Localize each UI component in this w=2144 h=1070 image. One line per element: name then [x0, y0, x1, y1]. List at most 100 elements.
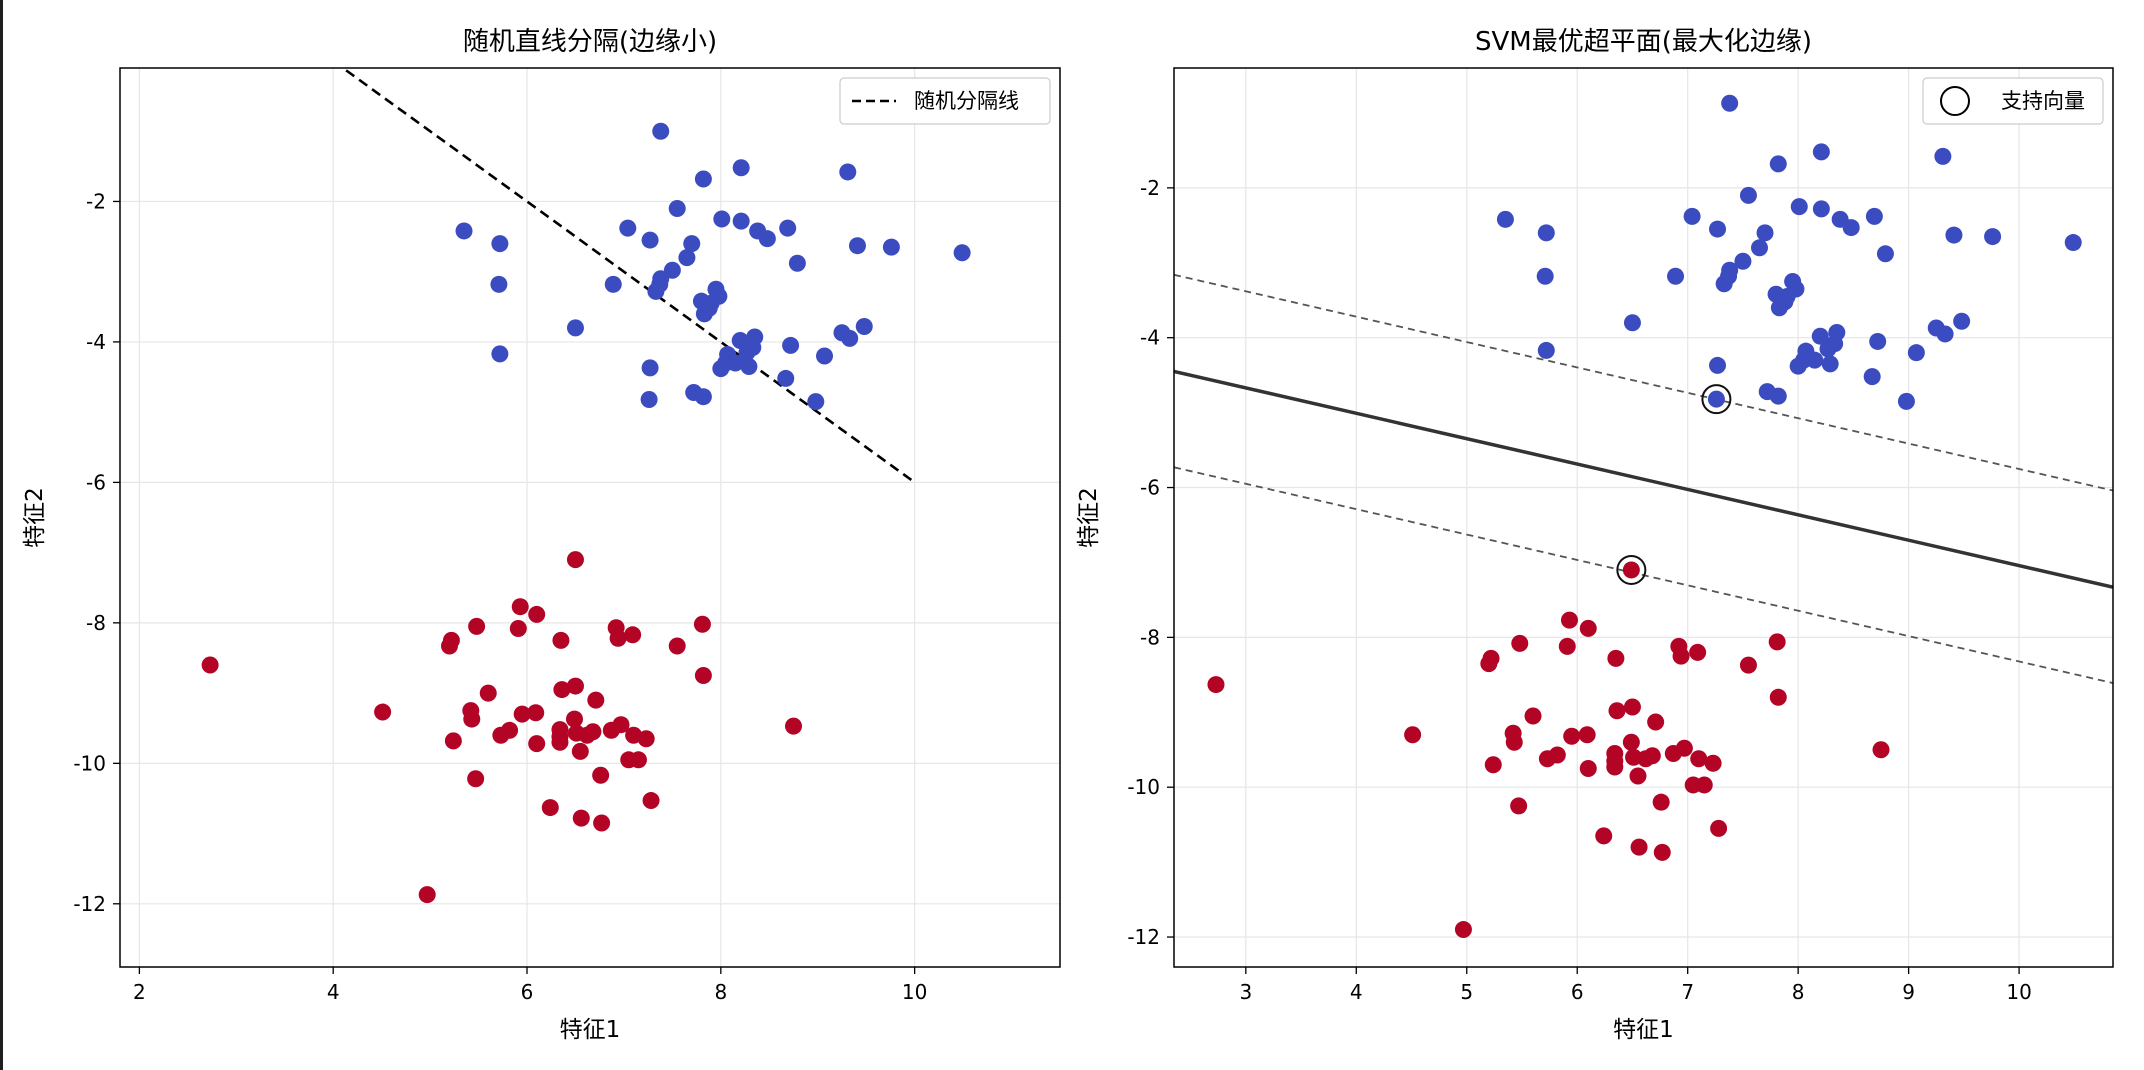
left-class-0-point — [777, 369, 795, 387]
left-class-1-point — [668, 637, 686, 655]
left-class-0-point — [491, 345, 509, 363]
right-class-0-point — [1876, 245, 1894, 263]
right-class-1-point — [1538, 750, 1556, 768]
right-class-1-point — [1511, 634, 1529, 652]
right-class-1-point — [1652, 793, 1670, 811]
right-class-0-point — [1811, 327, 1829, 345]
right-y-tick-label: -8 — [1140, 625, 1160, 649]
right-class-1-point — [1505, 733, 1523, 751]
right-class-1-point — [1607, 649, 1625, 667]
right-y-axis-label: 特征2 — [1076, 487, 1102, 548]
right-class-0-point — [1623, 314, 1641, 332]
left-class-0-point — [455, 222, 473, 240]
right-class-1-point — [1558, 637, 1576, 655]
left-class-0-point — [807, 393, 825, 411]
right-grid — [1174, 68, 2113, 967]
right-class-1-point — [1630, 838, 1648, 856]
left-x-tick-label: 6 — [521, 980, 534, 1004]
right-class-0-point — [1897, 392, 1915, 410]
right-y-ticks: -2 -4 -6 -8 -10 -12 — [1127, 176, 1174, 949]
right-class-1-point — [1454, 921, 1472, 939]
left-class-0-point — [641, 359, 659, 377]
right-class-0-point — [1770, 299, 1788, 317]
left-class-0-point — [848, 237, 866, 255]
right-margin-upper-line — [1174, 273, 2113, 492]
right-x-tick-label: 9 — [1902, 980, 1915, 1004]
right-class-1-point — [1647, 713, 1665, 731]
left-class-0-point — [668, 199, 686, 217]
left-x-tick-label: 2 — [133, 980, 146, 1004]
left-class-0-point — [758, 230, 776, 248]
right-support-vectors — [1616, 384, 1732, 585]
right-y-tick-label: -12 — [1127, 925, 1160, 949]
right-class-0-point — [1769, 155, 1787, 173]
left-class-1-point — [511, 598, 529, 616]
support-vector-marker — [1616, 554, 1647, 585]
left-class-1-point — [785, 717, 803, 735]
support-vector-marker — [1701, 384, 1732, 415]
left-class-1-point — [693, 615, 711, 633]
right-class-1-point — [1579, 619, 1597, 637]
right-class-0-point — [1734, 252, 1752, 270]
left-class-0-point — [678, 249, 696, 267]
left-class-1-point — [541, 799, 559, 817]
left-class-1-point — [444, 732, 462, 750]
left-y-tick-label: -6 — [86, 470, 106, 494]
left-class-0-point — [841, 329, 859, 347]
right-chart-title: SVM最优超平面(最大化边缘) — [1475, 27, 1812, 57]
left-class-0-point — [619, 219, 637, 237]
right-class-1-point — [1207, 676, 1225, 694]
right-class-0-point — [1984, 228, 2002, 246]
left-class-1-point — [509, 619, 527, 637]
left-class-1-point — [479, 684, 497, 702]
left-x-tick-label: 4 — [327, 980, 340, 1004]
right-class-1-point — [1606, 758, 1624, 776]
left-class-1-point — [565, 710, 583, 728]
left-class-0-point — [491, 235, 509, 253]
left-class-1-point — [374, 703, 392, 721]
left-class-0-point — [713, 210, 731, 228]
left-class-0-point — [641, 231, 659, 249]
left-class-0-point — [694, 388, 712, 406]
right-x-tick-label: 10 — [2006, 980, 2031, 1004]
right-class-1-point — [1480, 655, 1498, 673]
left-y-tick-label: -2 — [86, 189, 106, 213]
left-class-1-point — [571, 742, 589, 760]
right-points — [1207, 94, 2082, 939]
right-class-0-point — [1536, 267, 1554, 285]
left-class-0-point — [490, 275, 508, 293]
legend-open-circle-swatch — [1940, 86, 1970, 116]
right-y-tick-label: -6 — [1140, 476, 1160, 500]
right-class-0-point — [1739, 186, 1757, 204]
right-class-1-point — [1595, 827, 1613, 845]
right-x-tick-label: 8 — [1792, 980, 1805, 1004]
right-axes-frame — [1173, 67, 2114, 968]
left-class-1-point — [553, 681, 571, 699]
right-class-0-point — [1496, 210, 1514, 228]
left-class-1-point — [440, 637, 458, 655]
right-class-0-point — [1907, 344, 1925, 362]
right-class-1-point — [1739, 656, 1757, 674]
right-class-1-point — [1404, 726, 1422, 744]
right-class-0-point — [1936, 325, 1954, 343]
right-x-axis-label: 特征1 — [1613, 1017, 1674, 1043]
legend-label-support-vectors: 支持向量 — [2001, 89, 2085, 113]
left-y-tick-label: -8 — [86, 611, 106, 635]
left-class-0-point — [882, 238, 900, 256]
right-class-0-point — [1945, 226, 1963, 244]
right-class-1-point — [1689, 643, 1707, 661]
right-y-tick-label: -10 — [1127, 775, 1160, 799]
left-class-0-point — [604, 275, 622, 293]
left-class-1-point — [578, 726, 596, 744]
right-class-0-point — [1790, 198, 1808, 216]
left-plot-area — [120, 68, 1060, 967]
left-class-1-point — [592, 766, 610, 784]
right-class-1-point — [1623, 698, 1641, 716]
left-chart-title: 随机直线分隔(边缘小) — [463, 27, 717, 57]
right-class-1-point — [1622, 561, 1640, 579]
right-class-0-point — [1863, 368, 1881, 386]
right-class-0-point — [1750, 239, 1768, 257]
right-x-ticks: 3 4 5 6 7 8 9 10 — [1239, 967, 2032, 1004]
right-class-0-point — [1812, 143, 1830, 161]
right-plot-area — [1174, 68, 2113, 967]
